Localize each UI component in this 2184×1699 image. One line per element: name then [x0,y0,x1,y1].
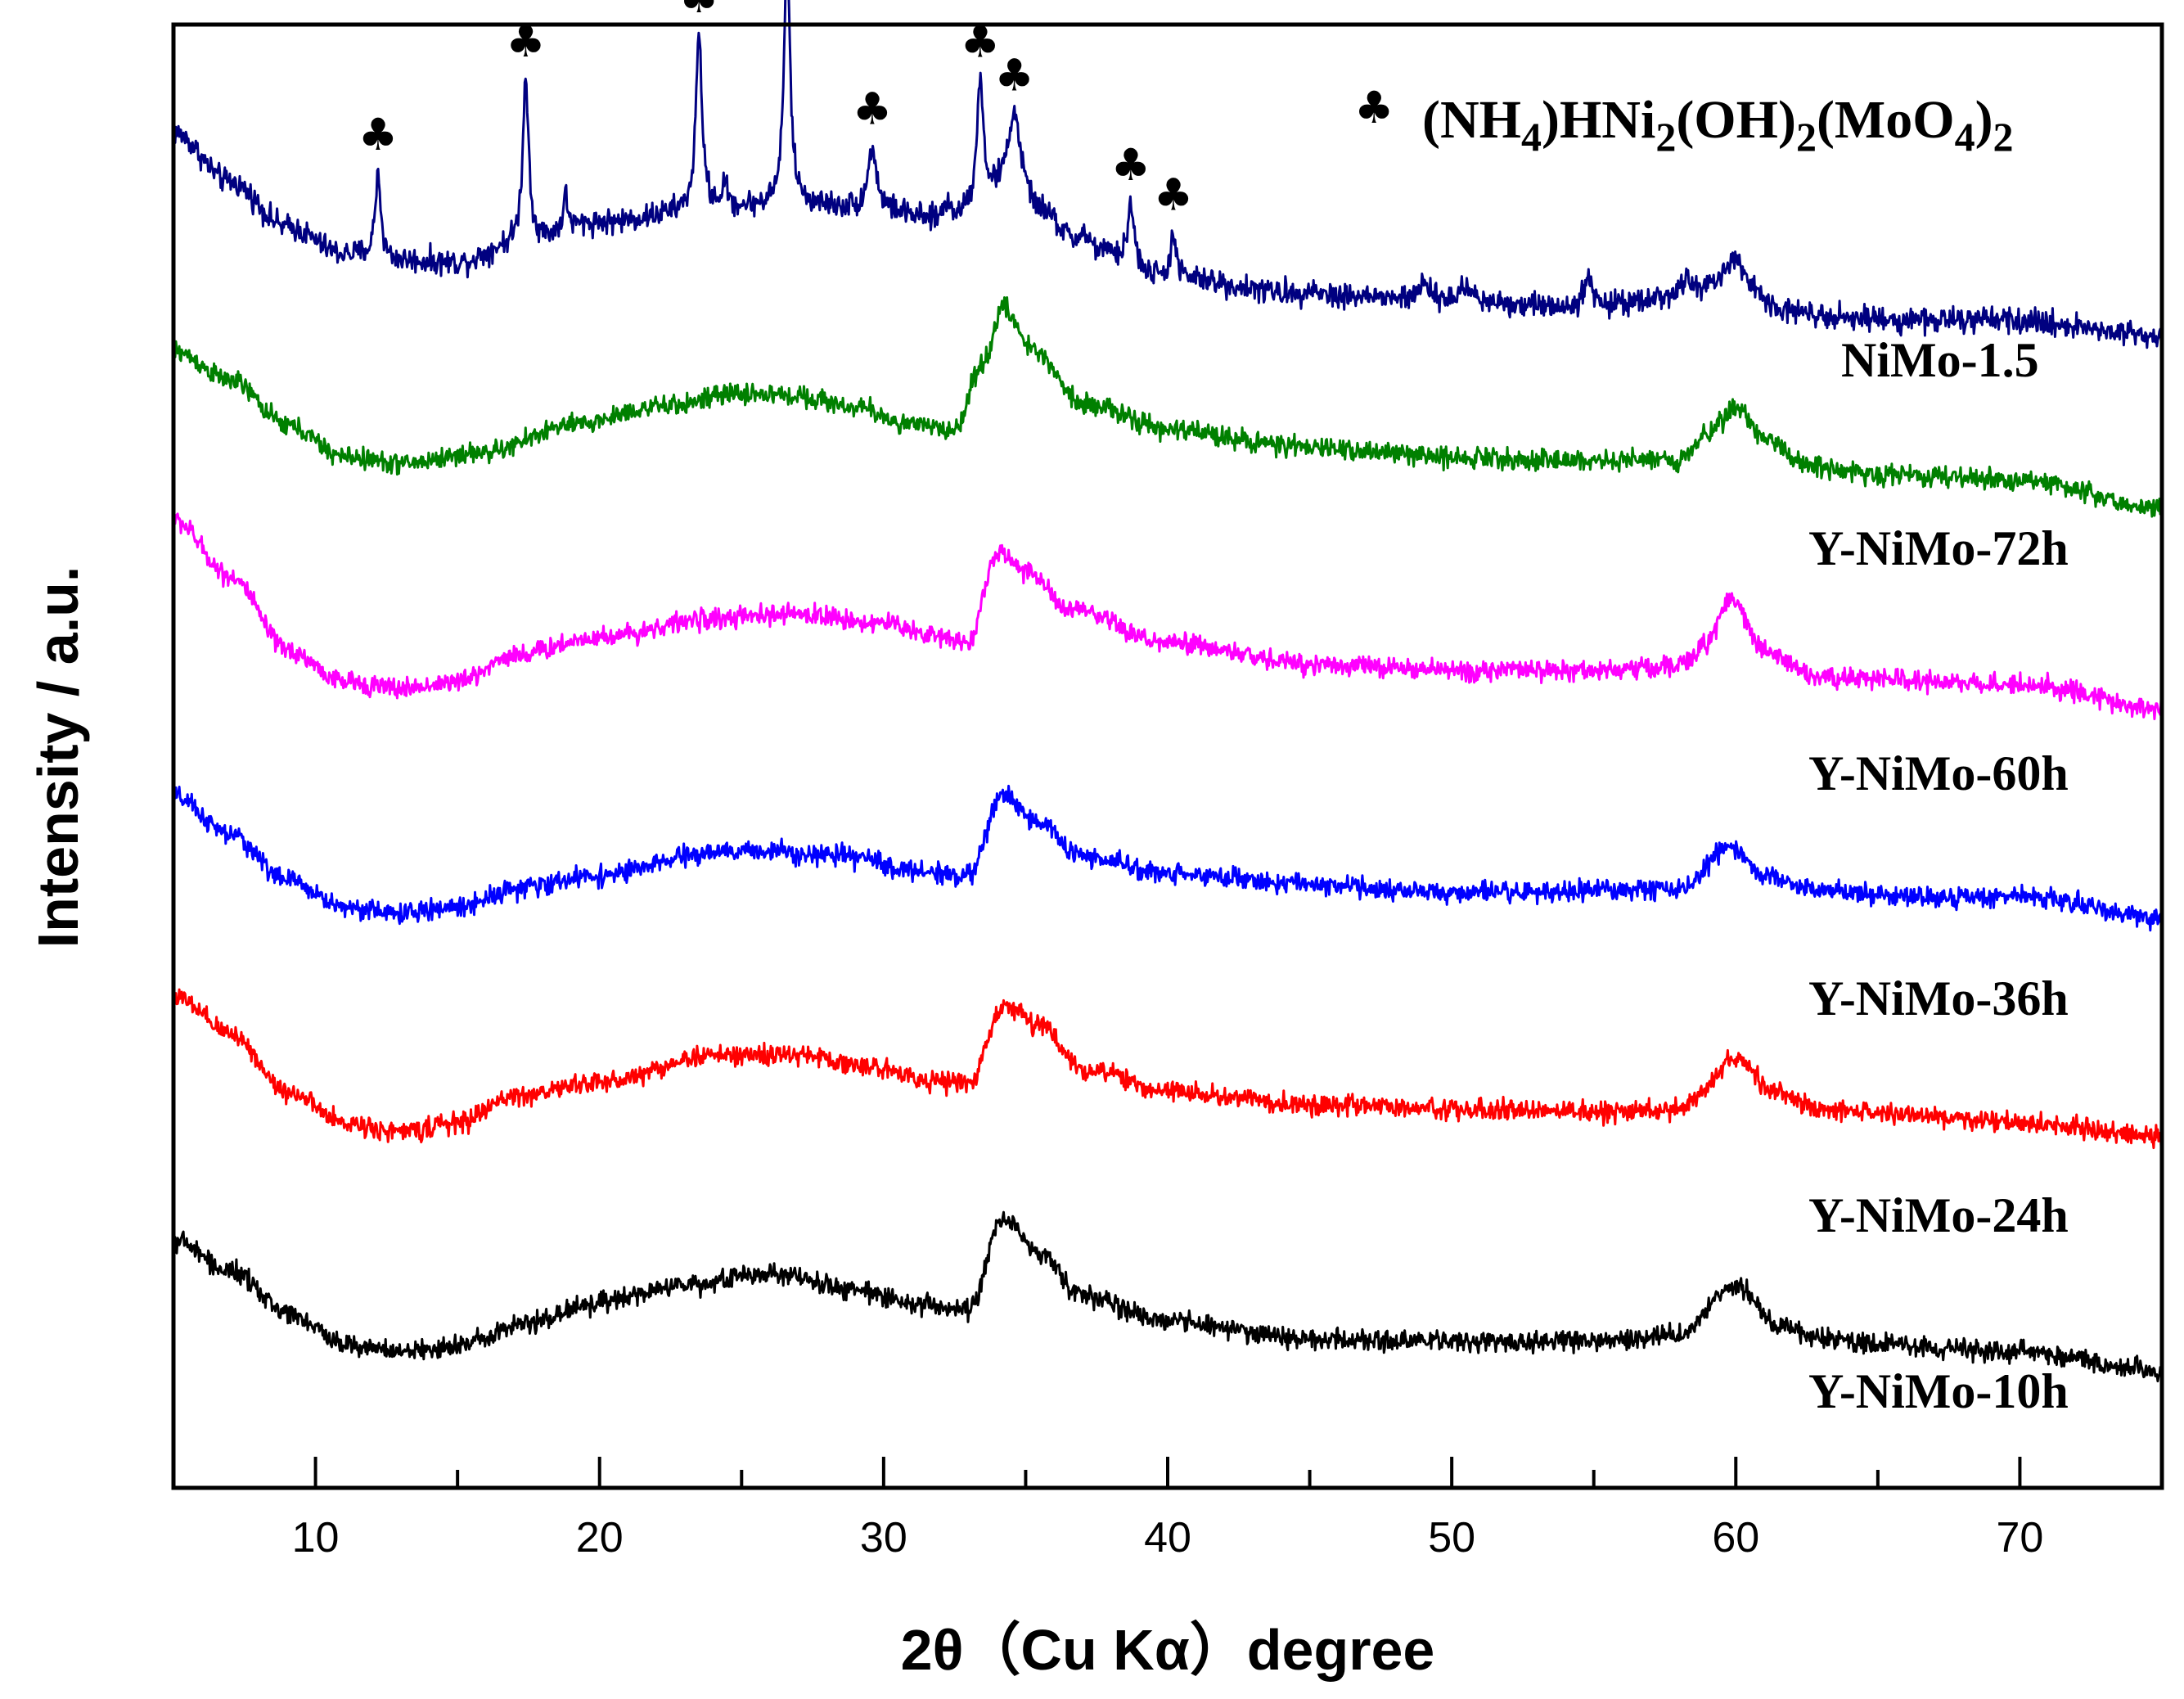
series-line-y-nimo-10h [172,1210,2163,1383]
series-line-y-nimo-60h [172,512,2164,720]
x-axis-ticks: 10 20 30 40 50 60 70 [292,1457,2044,1562]
x-tick-label: 30 [860,1514,907,1562]
plot-frame [171,22,2164,1490]
legend-club-symbol-icon: ♣ [1354,82,1394,133]
x-tick-label: 50 [1428,1514,1475,1562]
peak-marker-layer: ♣♣♣♣♣♣♣♣♣ [358,0,1193,221]
legend: ♣ (NH4)HNi2(OH)2(MoO4)2 [1354,82,2014,160]
series-line-y-nimo-24h [172,988,2164,1150]
peak-marker-club-icon: ♣ [994,50,1033,101]
peak-marker-club-icon: ♣ [679,0,718,23]
peak-marker-club-icon: ♣ [358,109,398,160]
peak-marker-club-icon: ♣ [853,83,892,134]
y-axis-title: Intensity / a.u. [26,566,90,949]
x-tick-label: 60 [1712,1514,1759,1562]
x-tick-label: 20 [576,1514,624,1562]
series-label-y-nimo-72h: Y-NiMo-72h [1808,521,2069,575]
series-label-y-nimo-60h: Y-NiMo-60h [1808,746,2069,800]
series-line-nimo-1-5 [172,0,2164,349]
x-tick-label: 10 [292,1514,340,1562]
series-label-y-nimo-24h: Y-NiMo-24h [1808,1188,2069,1242]
x-tick-label: 70 [1997,1514,2044,1562]
peak-marker-club-icon: ♣ [1111,139,1151,191]
series-line-y-nimo-72h [172,296,2164,518]
x-tick-label: 40 [1144,1514,1191,1562]
series-line-y-nimo-36h [172,784,2164,932]
peak-marker-club-icon: ♣ [1154,169,1193,221]
series-label-nimo-1-5: NiMo-1.5 [1841,333,2039,387]
x-axis-title: 2θ（Cu Kα）degree [901,1618,1435,1682]
series-label-y-nimo-36h: Y-NiMo-36h [1808,971,2069,1025]
legend-compound-label: (NH4)HNi2(OH)2(MoO4)2 [1422,90,2014,160]
series-label-y-nimo-10h: Y-NiMo-10h [1808,1364,2069,1418]
series-layer [172,0,2164,1383]
